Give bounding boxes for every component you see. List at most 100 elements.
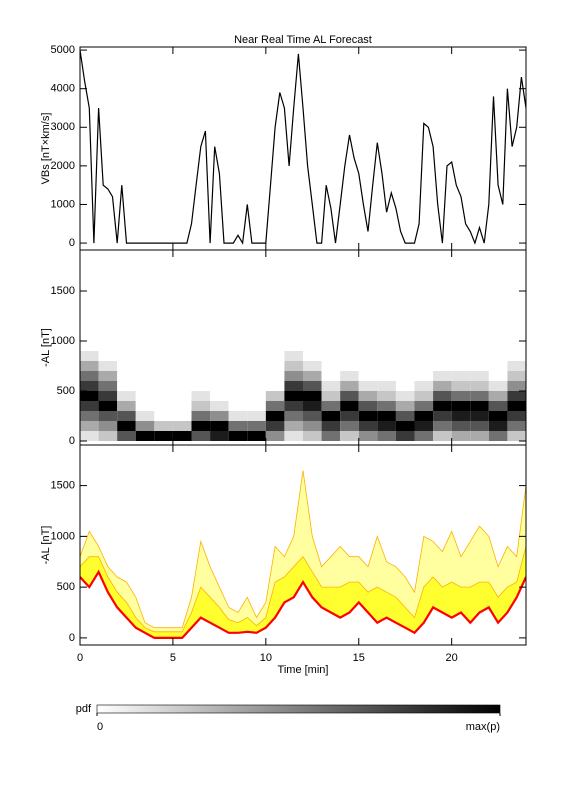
- colorbar: [96, 704, 501, 714]
- pdf-cell: [470, 351, 489, 361]
- pdf-cell: [377, 401, 396, 411]
- pdf-cell: [265, 401, 285, 411]
- pdf-cell: [284, 381, 303, 391]
- y-tick-label: 0: [69, 435, 75, 447]
- chart-title: Near Real Time AL Forecast: [234, 34, 372, 46]
- panel-frame: [79, 46, 527, 251]
- pdf-cell: [98, 381, 118, 391]
- pdf-cell: [488, 391, 508, 401]
- pdf-cell: [172, 421, 192, 431]
- pdf-cell: [80, 431, 99, 441]
- pdf-cell: [265, 351, 285, 361]
- pdf-cell: [321, 391, 341, 401]
- pdf-cell: [377, 361, 396, 371]
- pdf-cell: [340, 381, 359, 391]
- pdf-cell: [284, 431, 303, 441]
- pdf-cell: [98, 371, 118, 381]
- pdf-cell: [451, 391, 471, 401]
- y-tick-label: 3000: [51, 121, 75, 133]
- pdf-cell: [433, 401, 452, 411]
- pdf-cell: [172, 391, 192, 401]
- pdf-cell: [433, 411, 452, 421]
- x-axis-label: Time [min]: [278, 664, 329, 676]
- pdf-cell: [135, 421, 155, 431]
- pdf-cell: [210, 351, 229, 361]
- pdf-cell: [321, 341, 341, 351]
- pdf-cell: [377, 351, 396, 361]
- pdf-cell: [135, 411, 155, 421]
- pdf-cell: [303, 411, 322, 421]
- pdf-cell: [247, 431, 266, 441]
- y-tick-label: 1500: [51, 480, 75, 492]
- y-tick-label: 500: [57, 581, 75, 593]
- pdf-cell: [340, 361, 359, 371]
- pdf-cell: [414, 361, 434, 371]
- pdf-cell: [265, 421, 285, 431]
- pdf-cell: [395, 381, 415, 391]
- pdf-cell: [377, 411, 396, 421]
- pdf-cell: [154, 421, 173, 431]
- pdf-cell: [303, 351, 322, 361]
- pdf-cell: [414, 351, 434, 361]
- pdf-cell: [303, 431, 322, 441]
- pdf-cell: [303, 371, 322, 381]
- pdf-cell: [191, 371, 211, 381]
- pdf-cell: [377, 391, 396, 401]
- pdf-cell: [470, 421, 489, 431]
- pdf-cell: [395, 401, 415, 411]
- pdf-cell: [451, 341, 471, 351]
- colorbar-tick-label: max(p): [466, 721, 500, 733]
- pdf-cell: [395, 421, 415, 431]
- pdf-cell: [135, 361, 155, 371]
- pdf-cell: [172, 361, 192, 371]
- pdf-cell: [433, 341, 452, 351]
- pdf-cell: [135, 401, 155, 411]
- pdf-cell: [433, 361, 452, 371]
- pdf-cell: [210, 421, 229, 431]
- pdf-cell: [470, 431, 489, 441]
- pdf-cell: [117, 391, 136, 401]
- pdf-cell: [117, 411, 136, 421]
- pdf-cell: [414, 381, 434, 391]
- x-tick-label: 0: [77, 652, 83, 664]
- pdf-cell: [507, 391, 526, 401]
- pdf-cell: [433, 351, 452, 361]
- pdf-cell: [340, 421, 359, 431]
- pdf-cell: [358, 411, 378, 421]
- pdf-cell: [154, 391, 173, 401]
- pdf-cell: [172, 381, 192, 391]
- pdf-cell: [210, 371, 229, 381]
- pdf-cell: [210, 361, 229, 371]
- y-tick-label: 1000: [51, 335, 75, 347]
- pdf-cell: [98, 361, 118, 371]
- pdf-cell: [284, 421, 303, 431]
- x-tick-label: 5: [170, 652, 176, 664]
- pdf-cell: [433, 391, 452, 401]
- pdf-cell: [265, 341, 285, 351]
- pdf-cell: [135, 391, 155, 401]
- pdf-cell: [98, 421, 118, 431]
- pdf-cell: [395, 351, 415, 361]
- y-tick-label: 2000: [51, 160, 75, 172]
- pdf-cell: [80, 421, 99, 431]
- pdf-cell: [321, 421, 341, 431]
- pdf-cell: [414, 421, 434, 431]
- pdf-cell: [414, 371, 434, 381]
- pdf-cell: [303, 381, 322, 391]
- pdf-cell: [228, 371, 248, 381]
- panel-frame: [79, 444, 527, 646]
- pdf-cell: [358, 351, 378, 361]
- pdf-cell: [117, 371, 136, 381]
- pdf-cell: [377, 421, 396, 431]
- x-tick-label: 10: [260, 652, 272, 664]
- pdf-cell: [284, 391, 303, 401]
- pdf-cell: [433, 431, 452, 441]
- pdf-cell: [340, 371, 359, 381]
- pdf-cell: [488, 371, 508, 381]
- pdf-cell: [228, 381, 248, 391]
- pdf-cell: [135, 381, 155, 391]
- pdf-cell: [228, 401, 248, 411]
- pdf-cell: [228, 361, 248, 371]
- pdf-cell: [507, 431, 526, 441]
- pdf-cell: [488, 341, 508, 351]
